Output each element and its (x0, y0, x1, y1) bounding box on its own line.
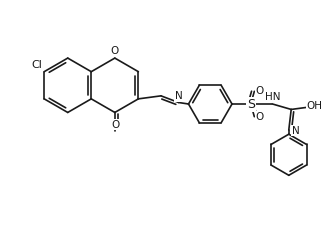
Text: N: N (175, 91, 182, 101)
Text: Cl: Cl (31, 60, 42, 70)
Text: O: O (111, 46, 119, 56)
Text: N: N (292, 126, 299, 136)
Text: OH: OH (307, 101, 323, 111)
Text: O: O (256, 86, 264, 96)
Text: S: S (247, 97, 255, 110)
Text: O: O (111, 119, 120, 130)
Text: O: O (256, 112, 264, 122)
Text: HN: HN (265, 92, 280, 102)
